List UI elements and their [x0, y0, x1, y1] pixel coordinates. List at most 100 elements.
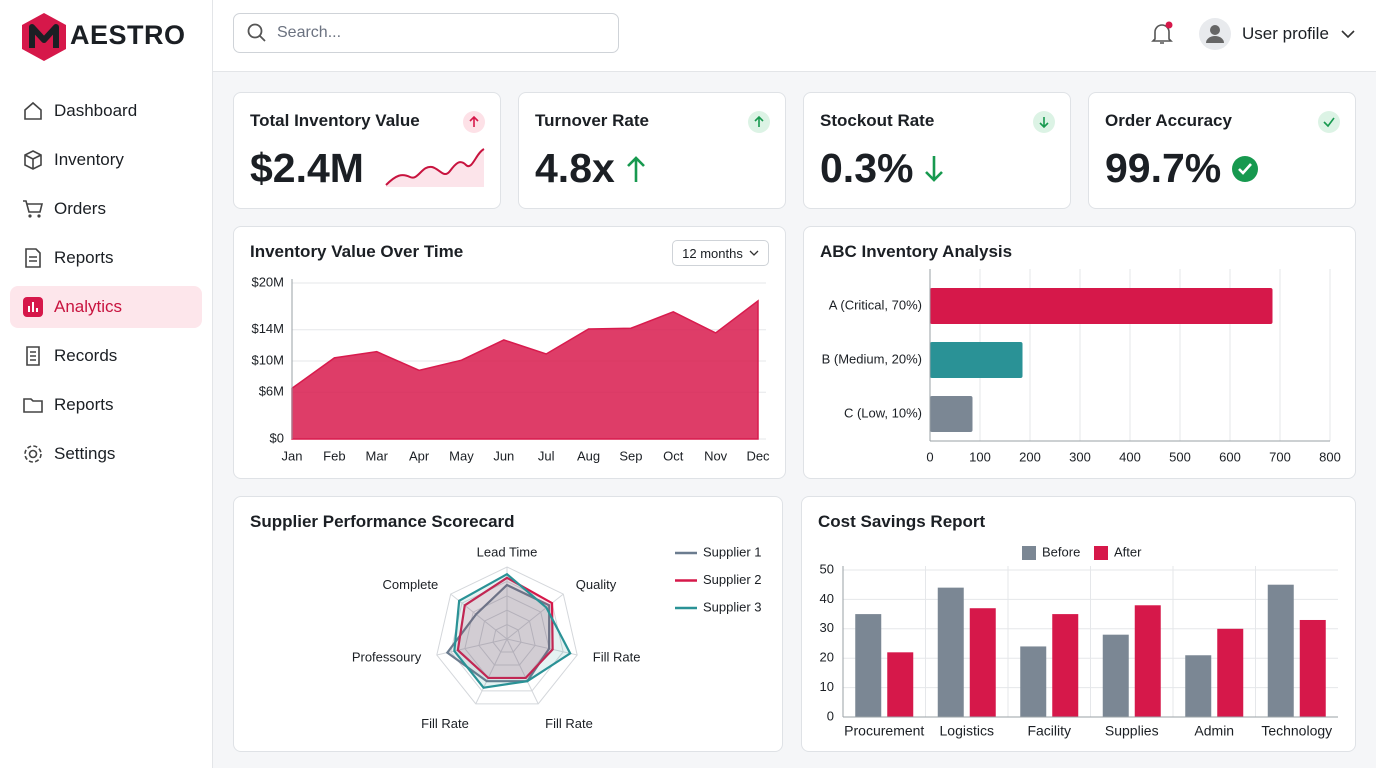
chart-card: Cost Savings Report 0 10 20 30 40 50 Procureme… [801, 496, 1356, 752]
trend-badge [1033, 111, 1055, 133]
trend-badge [748, 111, 770, 133]
brand-logo [22, 13, 66, 61]
kpi-value: 0.3% [820, 145, 914, 191]
y-tick-label: 10 [820, 679, 834, 694]
x-tick-label: Technology [1261, 723, 1332, 739]
radar-axis-label: Complete [383, 577, 439, 592]
y-tick-label: 40 [820, 591, 834, 606]
radar-axis-label: Lead Time [477, 544, 538, 559]
y-tick-label: $14M [251, 321, 284, 336]
radar-ring [436, 566, 578, 705]
search-box[interactable]: Search... [233, 13, 619, 53]
kpi-value: 4.8x [535, 145, 615, 191]
sparkline [385, 148, 485, 187]
nav-icon [24, 101, 42, 120]
y-tick-label: A (Critical, 70%) [829, 297, 922, 312]
kpi-title: Order Accuracy [1105, 111, 1232, 130]
x-tick-label: 100 [969, 449, 991, 464]
bar [887, 652, 914, 717]
x-tick-label: Mar [366, 448, 389, 463]
kpi-value-row: 0.3% [820, 145, 945, 192]
radar-axis-label: Fill Rate [421, 716, 469, 731]
kpi-card: Turnover Rate 4.8x [518, 92, 786, 209]
y-tick-label: $20M [251, 274, 284, 289]
dropdown-label: 12 months [682, 245, 743, 261]
nav-item[interactable]: Orders [10, 188, 202, 230]
x-tick-label: Dec [746, 448, 770, 463]
avatar [1199, 18, 1231, 50]
y-tick-label: 20 [820, 650, 834, 665]
chevron [1341, 30, 1355, 39]
x-tick-label: 300 [1069, 449, 1091, 464]
x-tick-label: Admin [1194, 723, 1234, 739]
nav-item[interactable]: Records [10, 335, 202, 377]
user-menu[interactable]: User profile [1198, 17, 1359, 51]
bar [1299, 619, 1326, 717]
nav-item[interactable]: Settings [10, 433, 202, 475]
bar [1134, 605, 1161, 717]
y-tick-label: $0 [270, 430, 284, 445]
kpi-title: Stockout Rate [820, 111, 935, 130]
nav-label: Orders [54, 199, 106, 218]
x-tick-label: Facility [1027, 723, 1071, 739]
bar [969, 608, 996, 717]
nav-icon [23, 297, 43, 317]
kpi-card: Stockout Rate 0.3% [803, 92, 1071, 209]
chart-card: Inventory Value Over Time 12 months $0 $6… [233, 226, 786, 479]
radar-ring [478, 609, 536, 666]
x-tick-label: May [449, 448, 474, 463]
legend-label: Supplier 3 [703, 599, 762, 614]
period-dropdown[interactable]: 12 months [672, 240, 769, 266]
radar-series [453, 572, 572, 689]
nav-item[interactable]: Inventory [10, 139, 202, 181]
chart-title: Inventory Value Over Time [250, 242, 464, 261]
legend-swatch [1094, 546, 1108, 560]
nav-icon [23, 398, 43, 413]
bar [930, 342, 1023, 378]
chart: 0 10 20 30 40 50 Procurement Logistics Facility S… [820, 544, 1338, 739]
x-tick-label: Aug [577, 448, 600, 463]
x-tick-label: Sep [619, 448, 642, 463]
nav-label: Reports [54, 248, 114, 267]
nav-label: Records [54, 346, 118, 365]
radar-spoke [506, 593, 564, 640]
x-tick-label: 0 [926, 449, 933, 464]
bar [1267, 584, 1294, 717]
radar-axis-label: Fill Rate [545, 716, 593, 731]
kpi-value-row: 99.7% [1105, 145, 1259, 192]
nav-label: Inventory [54, 150, 124, 169]
radar-axis-label: Fill Rate [593, 650, 641, 665]
nav-label: Settings [54, 444, 116, 463]
nav-item[interactable]: Reports [10, 384, 202, 426]
chart-title: ABC Inventory Analysis [820, 242, 1013, 261]
nav-icon [25, 248, 41, 268]
nav-item[interactable]: Reports [10, 237, 202, 279]
chart: Lead Time Quality Fill Rate Fill Rate Fill R… [352, 544, 762, 731]
nav-item[interactable]: Dashboard [10, 90, 202, 132]
kpi-card: Order Accuracy 99.7% [1088, 92, 1356, 209]
area [291, 299, 759, 440]
header: Search... User profile [213, 0, 1376, 72]
x-tick-label: 400 [1119, 449, 1141, 464]
x-tick-label: 500 [1169, 449, 1191, 464]
nav-icon [24, 150, 42, 170]
chart-card: Supplier Performance Scorecard Lead Time… [233, 496, 783, 752]
x-tick-label: Feb [323, 448, 345, 463]
notification-bell[interactable] [1150, 21, 1174, 47]
chart-card: ABC Inventory Analysis 0 100 200 300 400 500 6… [803, 226, 1356, 479]
chart-title: Supplier Performance Scorecard [250, 512, 515, 531]
radar-ring [492, 624, 522, 653]
trend-badge [1318, 111, 1340, 133]
x-tick-label: 800 [1319, 449, 1341, 464]
x-tick-label: Jul [538, 448, 555, 463]
radar-spoke [506, 638, 539, 705]
nav-item-active[interactable]: Analytics [10, 286, 202, 328]
radar-axis-label: Professoury [352, 650, 422, 665]
nav-icon [24, 445, 42, 463]
bar [1020, 646, 1047, 717]
kpi-title: Total Inventory Value [250, 111, 420, 130]
nav-label: Reports [54, 395, 114, 414]
x-tick-label: Supplies [1105, 723, 1159, 739]
x-tick-label: Nov [704, 448, 728, 463]
